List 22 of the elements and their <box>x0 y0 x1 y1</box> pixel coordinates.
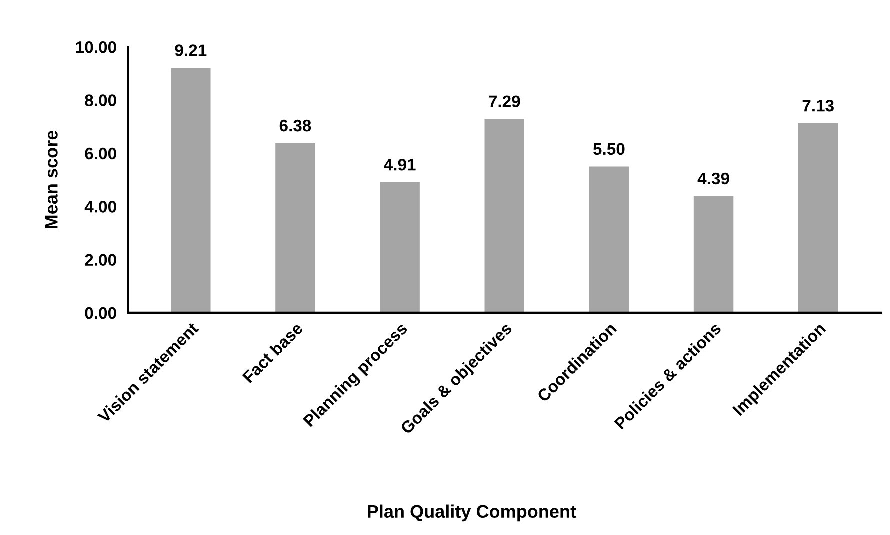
data-label: 4.39 <box>698 172 730 185</box>
bar <box>276 143 316 313</box>
data-label: 6.38 <box>280 120 312 132</box>
y-tick-label: 8.00 <box>85 94 116 106</box>
data-label: 5.50 <box>594 143 625 156</box>
data-label: 4.91 <box>384 158 416 171</box>
bar <box>694 196 734 313</box>
y-axis-title: Mean score <box>45 130 58 228</box>
y-tick-label: 4.00 <box>84 201 116 213</box>
y-tick-label: 2.00 <box>85 254 116 266</box>
x-axis-title: Plan Quality Component <box>368 504 576 522</box>
data-label: 7.29 <box>489 96 520 108</box>
y-tick-label: 0.00 <box>85 307 116 320</box>
y-tick-label: 10.00 <box>76 41 116 54</box>
bar <box>171 68 211 313</box>
bar <box>380 182 420 313</box>
bar <box>589 166 630 313</box>
bar <box>798 123 838 313</box>
data-label: 7.13 <box>802 100 834 112</box>
data-label: 9.21 <box>175 44 207 56</box>
y-tick-label: 6.00 <box>85 148 116 160</box>
bar <box>484 119 524 313</box>
